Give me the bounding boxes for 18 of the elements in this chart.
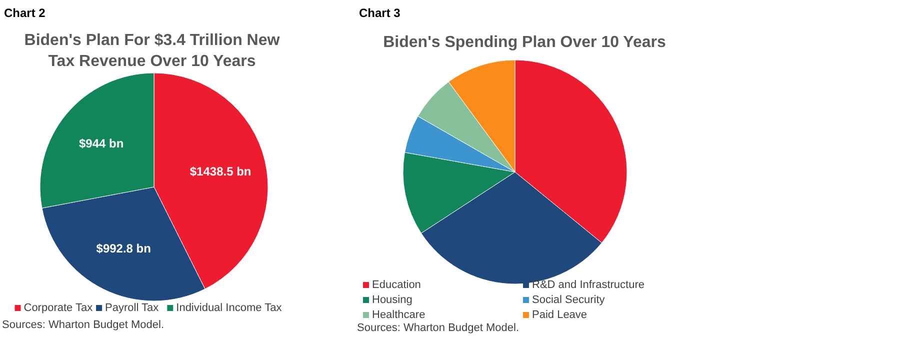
legend-label: Individual Income Tax bbox=[176, 302, 282, 314]
legend-label: R&D and Infrastructure bbox=[532, 279, 644, 291]
legend-label: Payroll Tax bbox=[105, 302, 160, 314]
source-note: Sources: Wharton Budget Model. bbox=[2, 319, 164, 331]
legend-label: Housing bbox=[372, 294, 412, 306]
legend-label: Paid Leave bbox=[532, 309, 588, 321]
data-label: $992.8 bn bbox=[96, 241, 151, 256]
legend-label: Education bbox=[372, 279, 421, 291]
chart-subtitle: Chart 3 bbox=[359, 6, 401, 20]
chart-title: Biden's Spending Plan Over 10 Years bbox=[383, 34, 666, 51]
source-note: Sources: Wharton Budget Model. bbox=[357, 322, 520, 334]
chart-title: Biden's Plan For $3.4 Trillion New Tax Revenue Over 10 Years bbox=[24, 32, 280, 70]
legend-label: Social Security bbox=[532, 294, 606, 306]
data-label: $944 bn bbox=[78, 136, 124, 150]
legend-label: Healthcare bbox=[372, 309, 426, 321]
legend-label: Corporate Tax bbox=[24, 302, 94, 314]
chart-subtitle: Chart 2 bbox=[4, 6, 46, 20]
data-label: $1438.5 bn bbox=[190, 164, 252, 178]
